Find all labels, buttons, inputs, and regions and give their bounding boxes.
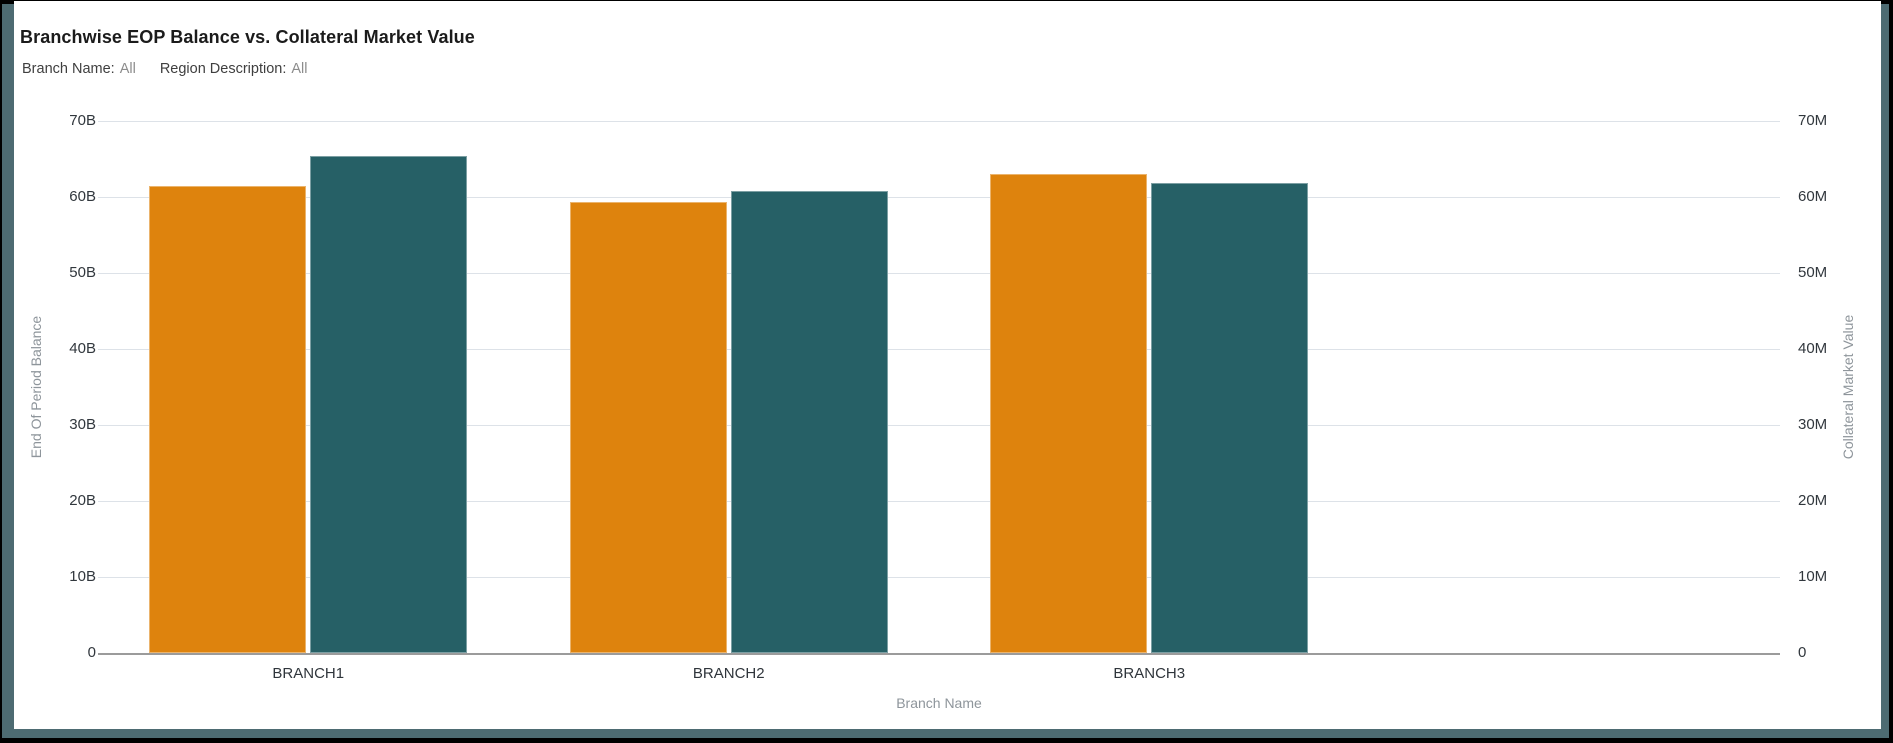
right-axis-tick-label: 70M: [1798, 112, 1828, 129]
gridline: [98, 576, 1780, 578]
left-axis-tick-label: 70B: [69, 112, 96, 129]
filter-branch-name[interactable]: Branch Name: All: [22, 61, 136, 77]
right-axis-tick-label: 10M: [1798, 568, 1828, 585]
chart-title: Branchwise EOP Balance vs. Collateral Ma…: [20, 27, 475, 47]
gridline: [98, 196, 1780, 198]
right-axis-tick-label: 20M: [1798, 492, 1828, 509]
gridline: [98, 424, 1780, 426]
gridline: [98, 348, 1780, 350]
left-axis-title: End Of Period Balance: [28, 315, 44, 459]
filter-value[interactable]: All: [119, 61, 136, 77]
right-axis-tick-label: 60M: [1798, 188, 1828, 205]
filter-bar: Branch Name: All Region Description: All: [22, 61, 307, 77]
gridline: [98, 120, 1780, 122]
bar-collateral-value-branch2[interactable]: [730, 190, 888, 653]
chart-plot-area: 0 0 10B 10M 20B 20M 30B 30M 40B 40M 50B 50M 60B 60M 70…: [14, 1, 1881, 729]
left-axis-tick-label: 40B: [69, 340, 96, 357]
filter-label: Region Description:: [159, 61, 287, 77]
filter-label: Branch Name:: [22, 61, 115, 77]
bar-eop-balance-branch1[interactable]: [149, 186, 307, 653]
right-axis-tick-label: 30M: [1798, 416, 1828, 433]
right-axis-tick-label: 0: [1798, 644, 1807, 661]
left-axis-tick-label: 0: [87, 644, 96, 661]
bar-collateral-value-branch1[interactable]: [310, 155, 468, 653]
bar-eop-balance-branch3[interactable]: [990, 174, 1148, 653]
left-axis-tick-label: 60B: [69, 188, 96, 205]
right-axis-title: Collateral Market Value: [1840, 314, 1856, 460]
x-axis-line: [98, 653, 1780, 655]
x-axis-category-label: BRANCH1: [272, 665, 345, 682]
x-axis-category-label: BRANCH2: [692, 665, 765, 682]
chart-card: Branchwise EOP Balance vs. Collateral Ma…: [14, 1, 1881, 729]
left-axis-tick-label: 30B: [69, 416, 96, 433]
left-axis-tick-label: 10B: [69, 568, 96, 585]
left-axis-tick-label: 50B: [69, 264, 96, 281]
bar-eop-balance-branch2[interactable]: [569, 202, 727, 653]
gridline: [98, 272, 1780, 274]
right-axis-tick-label: 50M: [1798, 264, 1828, 281]
x-axis-title: Branch Name: [896, 695, 982, 711]
bar-collateral-value-branch3[interactable]: [1151, 182, 1309, 653]
right-axis-tick-label: 40M: [1798, 340, 1828, 357]
x-axis-category-label: BRANCH3: [1113, 665, 1186, 682]
gridline: [98, 500, 1780, 502]
left-axis-tick-label: 20B: [69, 492, 96, 509]
filter-region-description[interactable]: Region Description: All: [160, 61, 308, 77]
filter-value[interactable]: All: [291, 61, 308, 77]
